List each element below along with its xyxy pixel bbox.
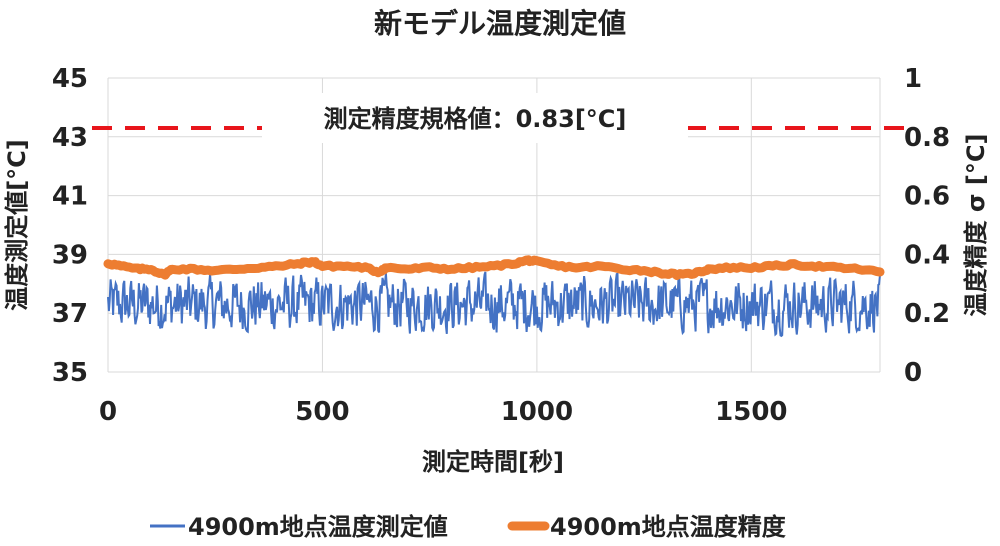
y2-axis-label: 温度精度 σ [°C] — [962, 134, 990, 317]
y2-tick-label: 1 — [904, 64, 922, 94]
y2-tick-label: 0.6 — [904, 182, 950, 212]
x-tick-label: 500 — [295, 397, 349, 427]
y2-tick-label: 0 — [904, 358, 922, 388]
annotation-background — [262, 93, 688, 143]
x-tick-label: 0 — [99, 397, 117, 427]
series-line-precision — [103, 255, 885, 280]
y2-axis-ticks: 0 0.2 0.4 0.6 0.8 1 — [904, 64, 950, 388]
legend-label-precision: 4900m地点温度精度 — [550, 513, 787, 541]
y-tick-label: 37 — [52, 299, 88, 329]
y2-tick-label: 0.2 — [904, 299, 950, 329]
y-axis-label: 温度測定値[°C] — [3, 139, 31, 311]
y-tick-label: 41 — [52, 182, 88, 212]
legend-label-temperature: 4900m地点温度測定値 — [188, 513, 448, 541]
chart-title: 新モデル温度測定値 — [374, 7, 626, 40]
y-tick-label: 45 — [52, 64, 88, 94]
legend: 4900m地点温度測定値 4900m地点温度精度 — [150, 513, 787, 541]
y-tick-label: 39 — [52, 240, 88, 270]
spec-annotation: 測定精度規格値：0.83[°C] — [324, 105, 627, 133]
y-tick-label: 35 — [52, 358, 88, 388]
series-line-temperature — [107, 271, 881, 338]
x-axis-label: 測定時間[秒] — [422, 448, 564, 476]
y-axis-ticks: 35 37 39 41 43 45 — [52, 64, 88, 388]
y2-tick-label: 0.4 — [904, 240, 950, 270]
y2-tick-label: 0.8 — [904, 123, 950, 153]
y-tick-label: 43 — [52, 123, 88, 153]
x-axis-ticks: 0 500 1000 1500 — [99, 397, 788, 427]
x-tick-label: 1500 — [715, 397, 787, 427]
x-tick-label: 1000 — [501, 397, 573, 427]
